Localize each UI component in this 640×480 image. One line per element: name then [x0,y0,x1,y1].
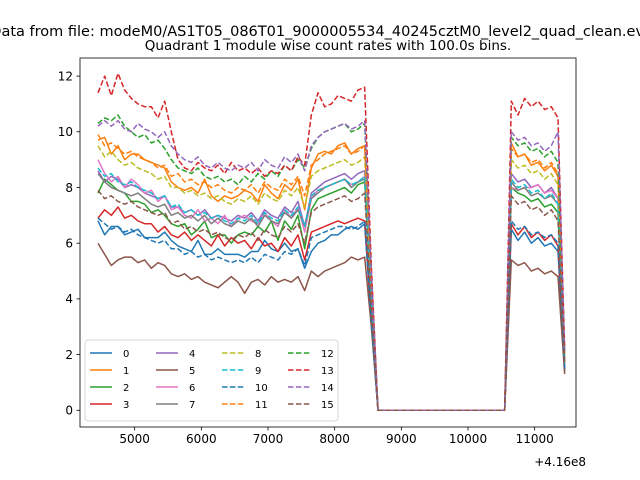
plot-frame [79,57,577,428]
series-line-14 [97,119,566,412]
legend-label-15: 15 [321,400,334,411]
legend-label-4: 4 [189,349,195,360]
legend-label-1: 1 [123,366,129,377]
y-tick-label: 12 [58,69,73,83]
x-tick-label: 9000 [386,432,417,446]
legend-label-5: 5 [189,366,195,377]
y-tick-label: 10 [58,125,73,139]
y-tick-label: 0 [65,404,73,418]
y-tick-label: 8 [65,181,73,195]
legend-label-11: 11 [255,400,268,411]
series-line-13 [97,72,566,412]
y-tick-label: 6 [65,236,73,250]
series-layer [97,72,566,412]
legend-label-13: 13 [321,366,334,377]
legend-label-0: 0 [123,349,129,360]
chart-title: Quadrant 1 module wise count rates with … [145,38,511,54]
legend-label-3: 3 [123,400,129,411]
x-tick-label: 6000 [186,432,217,446]
x-tick-label: 5000 [119,432,150,446]
figure-suptitle: Data from file: modeM0/AS1T05_086T01_900… [0,24,640,40]
legend-label-10: 10 [255,383,268,394]
x-tick-label: 11000 [516,432,554,446]
x-tick-label: 8000 [319,432,350,446]
series-line-11 [97,134,566,412]
legend-box [84,339,339,422]
y-tick-label: 2 [65,348,73,362]
series-line-15 [97,189,566,412]
x-tick-label: 7000 [253,432,284,446]
x-tick-label: 10000 [449,432,487,446]
legend-label-6: 6 [189,383,195,394]
legend-label-14: 14 [321,383,334,394]
legend-label-2: 2 [123,383,129,394]
x-offset-label: +4.16e8 [534,455,586,469]
legend-label-8: 8 [255,349,261,360]
legend-label-12: 12 [321,349,334,360]
legend-label-7: 7 [189,400,195,411]
legend-label-9: 9 [255,366,261,377]
y-tick-label: 4 [65,292,73,306]
